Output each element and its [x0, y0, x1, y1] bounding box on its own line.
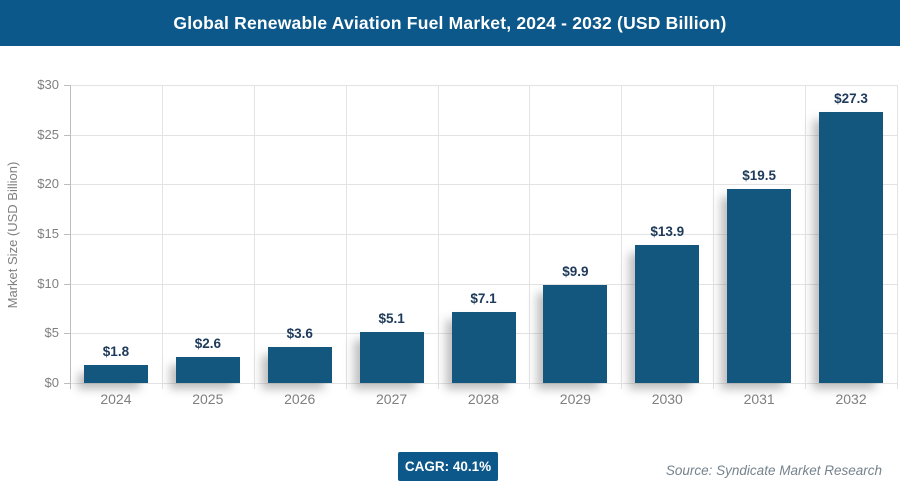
y-axis-tick: [64, 383, 70, 384]
gridline-horizontal: [70, 184, 897, 186]
y-axis-tick-label: $20: [37, 176, 59, 192]
gridline-horizontal: [70, 134, 897, 136]
bar-value-label: $3.6: [286, 326, 313, 342]
bar-2028: [451, 312, 516, 383]
chart-title: Global Renewable Aviation Fuel Market, 2…: [173, 13, 727, 33]
bar-2026: [267, 347, 332, 383]
bar-2031: [727, 189, 792, 383]
gridline-vertical: [621, 85, 623, 389]
x-axis-category-label: 2031: [743, 391, 775, 407]
x-axis-category-label: 2024: [100, 391, 132, 407]
cagr-badge: CAGR: 40.1%: [398, 452, 498, 481]
y-axis-tick-label: $5: [44, 325, 59, 341]
x-axis-category-label: 2029: [559, 391, 591, 407]
bar-value-label: $7.1: [470, 291, 497, 307]
gridline-vertical: [437, 85, 439, 389]
y-axis-tick-label: $25: [37, 126, 59, 142]
gridline-vertical: [805, 85, 807, 389]
gridline-horizontal: [70, 383, 897, 384]
y-axis-tick: [64, 85, 70, 86]
gridline-horizontal: [70, 283, 897, 285]
y-axis-tick: [64, 234, 70, 235]
bar-2024: [83, 365, 148, 383]
gridline-vertical: [529, 85, 531, 389]
y-axis-tick-label: $0: [44, 375, 59, 390]
y-axis-tick-label: $30: [37, 77, 59, 92]
source-credit: Source: Syndicate Market Research: [665, 463, 882, 478]
y-axis-tick: [64, 283, 70, 285]
bar-value-label: $27.3: [834, 90, 868, 106]
bar-value-label: $2.6: [194, 336, 221, 352]
y-axis-tick: [64, 184, 70, 186]
gridline-horizontal: [70, 85, 897, 86]
y-axis-tick-label: $15: [37, 226, 59, 241]
y-axis-line: [70, 85, 71, 389]
x-axis-category-label: 2032: [835, 391, 867, 407]
x-axis-category-label: 2027: [376, 391, 408, 407]
bar-value-label: $1.8: [102, 344, 130, 360]
gridline-vertical: [345, 85, 347, 389]
bar-2027: [359, 332, 424, 383]
x-axis-category-label: 2028: [467, 391, 500, 407]
x-axis-category-label: 2026: [284, 391, 316, 407]
bar-2025: [175, 357, 240, 383]
bar-value-label: $5.1: [378, 311, 405, 327]
gridline-horizontal: [70, 234, 897, 235]
y-axis-tick: [64, 134, 70, 136]
y-axis-tick: [64, 333, 70, 335]
gridline-vertical: [713, 85, 715, 389]
x-axis-category-label: 2025: [192, 391, 224, 407]
bar-value-label: $9.9: [562, 263, 589, 279]
gridline-vertical: [897, 85, 898, 389]
x-axis-category-label: 2030: [651, 391, 683, 407]
bar-value-label: $13.9: [650, 223, 685, 239]
gridline-vertical: [253, 85, 255, 389]
bar-2032: [819, 111, 884, 383]
bar-value-label: $19.5: [742, 168, 777, 184]
gridline-vertical: [161, 85, 163, 389]
y-axis-tick-label: $10: [37, 275, 59, 291]
bar-2030: [635, 244, 700, 383]
title-banner: Global Renewable Aviation Fuel Market, 2…: [0, 0, 900, 46]
bar-2029: [543, 284, 608, 383]
